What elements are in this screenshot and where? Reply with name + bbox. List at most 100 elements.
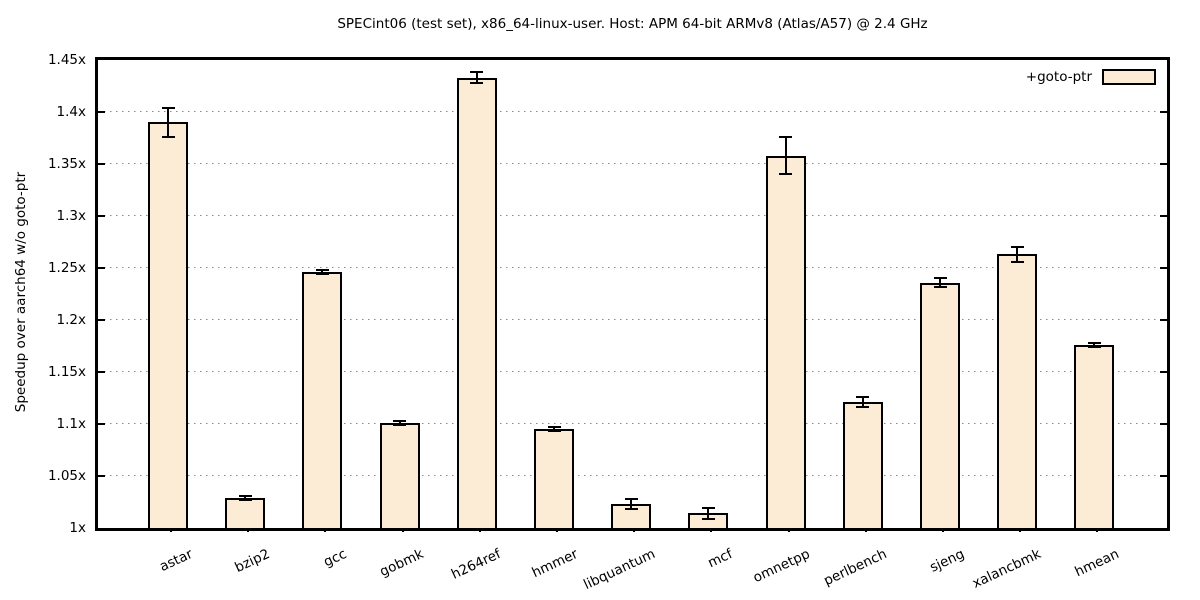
error-bar-cap xyxy=(315,273,329,276)
bar-astar xyxy=(148,122,188,528)
error-bar-cap xyxy=(238,494,252,497)
error-bar-cap xyxy=(933,285,947,288)
y-tick-label: 1.05x xyxy=(47,468,86,484)
gridline xyxy=(98,319,1167,320)
error-bar-cap xyxy=(161,106,175,109)
y-tick-mark xyxy=(98,319,105,321)
error-bar-xalancbmk xyxy=(1016,247,1019,262)
error-bar-gobmk xyxy=(398,420,401,426)
error-bar-gcc xyxy=(321,270,324,275)
y-tick-mark xyxy=(1160,163,1167,165)
x-tick-label-hmmer: hmmer xyxy=(529,546,581,582)
x-tick-mark xyxy=(170,528,172,532)
error-bar-cap xyxy=(624,508,638,511)
error-bar-cap xyxy=(701,517,715,520)
y-tick-mark xyxy=(98,111,105,113)
bar-hmmer xyxy=(534,429,574,528)
error-bar-hmean xyxy=(1093,342,1096,348)
y-tick-mark xyxy=(98,267,105,269)
error-bar-cap xyxy=(238,498,252,501)
error-bar-cap xyxy=(161,135,175,138)
error-bar-bzip2 xyxy=(244,495,247,500)
y-tick-mark xyxy=(1160,423,1167,425)
y-tick-mark xyxy=(1160,215,1167,217)
error-bar-cap xyxy=(701,507,715,510)
gridline xyxy=(98,475,1167,476)
x-tick-label-omnetpp: omnetpp xyxy=(750,546,813,587)
error-bar-cap xyxy=(470,81,484,84)
chart-title: SPECint06 (test set), x86_64-linux-user.… xyxy=(337,16,928,32)
x-tick-mark xyxy=(633,528,636,532)
gridline xyxy=(98,371,1167,372)
error-bar-cap xyxy=(393,419,407,422)
error-bar-h264ref xyxy=(475,72,478,83)
y-tick-mark xyxy=(1160,475,1167,477)
legend: +goto-ptr xyxy=(1026,69,1156,85)
x-tick-mark xyxy=(401,528,404,532)
error-bar-cap xyxy=(933,277,947,280)
x-tick-label-libquantum: libquantum xyxy=(581,546,658,594)
gridline xyxy=(98,111,1167,112)
x-tick-mark xyxy=(478,528,481,532)
error-bar-cap xyxy=(1087,346,1101,349)
x-tick-mark xyxy=(942,528,944,532)
error-bar-cap xyxy=(470,71,484,74)
error-bar-cap xyxy=(624,497,638,500)
error-bar-cap xyxy=(315,269,329,272)
error-bar-cap xyxy=(1010,260,1024,263)
bar-hmean xyxy=(1074,344,1115,528)
bar-sjeng xyxy=(920,282,960,528)
y-tick-label: 1.15x xyxy=(47,364,86,380)
x-tick-label-astar: astar xyxy=(156,546,195,576)
bar-xalancbmk xyxy=(997,254,1038,528)
y-tick-mark xyxy=(98,475,105,477)
error-bar-cap xyxy=(1087,341,1101,344)
error-bar-cap xyxy=(856,395,870,398)
y-tick-mark xyxy=(1160,111,1167,113)
y-tick-label: 1.3x xyxy=(56,208,86,224)
error-bar-sjeng xyxy=(939,278,941,287)
x-tick-mark xyxy=(556,528,558,532)
x-tick-label-gcc: gcc xyxy=(321,546,350,571)
bar-omnetpp xyxy=(765,155,806,528)
legend-label: +goto-ptr xyxy=(1025,69,1092,85)
x-tick-label-sjeng: sjeng xyxy=(927,546,967,576)
y-tick-label: 1.1x xyxy=(56,416,86,432)
bar-perlbench xyxy=(842,402,883,528)
error-bar-cap xyxy=(547,430,561,433)
error-bar-astar xyxy=(167,107,169,137)
error-bar-cap xyxy=(779,135,793,138)
gridline xyxy=(98,163,1167,164)
gridline xyxy=(98,267,1167,268)
y-tick-mark xyxy=(98,163,105,165)
bar-gobmk xyxy=(379,422,420,528)
x-tick-mark xyxy=(710,528,713,532)
error-bar-cap xyxy=(393,424,407,427)
x-tick-label-mcf: mcf xyxy=(705,546,736,572)
x-tick-mark xyxy=(787,528,790,532)
y-tick-label: 1x xyxy=(69,520,86,536)
y-tick-label: 1.25x xyxy=(47,260,86,276)
error-bar-perlbench xyxy=(861,396,864,408)
y-tick-mark xyxy=(98,371,105,373)
legend-swatch xyxy=(1102,69,1156,85)
y-tick-mark xyxy=(1160,319,1167,321)
error-bar-libquantum xyxy=(630,498,633,510)
error-bar-hmmer xyxy=(553,427,555,432)
x-tick-label-hmean: hmean xyxy=(1071,546,1122,581)
y-tick-mark xyxy=(1160,267,1167,269)
error-bar-cap xyxy=(1010,246,1024,249)
error-bar-cap xyxy=(547,426,561,429)
y-tick-mark xyxy=(98,423,105,425)
y-axis-tick-labels: 1x 1.05x 1.1x 1.15x 1.2x 1.25x 1.3x 1.35x 1.4x 1.… xyxy=(0,52,86,536)
y-tick-mark xyxy=(1160,371,1167,373)
bar-h264ref xyxy=(456,77,497,528)
x-tick-mark xyxy=(864,528,867,532)
x-tick-label-h264ref: h264ref xyxy=(449,546,504,583)
error-bar-cap xyxy=(856,406,870,409)
error-bar-omnetpp xyxy=(784,136,787,175)
x-tick-mark xyxy=(1096,528,1099,532)
error-bar-cap xyxy=(779,173,793,176)
y-tick-mark xyxy=(98,215,105,217)
